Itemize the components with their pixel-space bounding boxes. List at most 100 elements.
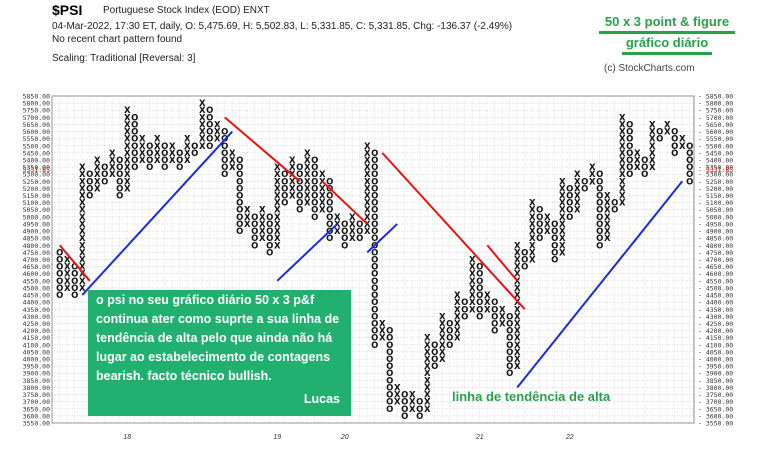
pnf-o-box: O [491, 298, 498, 308]
y-tick-label-left: 4050.00 [23, 348, 50, 356]
pnf-x-box: X [619, 184, 626, 194]
pnf-o-box: O [371, 227, 378, 237]
pnf-x-box: X [199, 99, 206, 109]
pnf-o-box: O [296, 199, 303, 209]
y-tick-label-left: 5500.00 [23, 142, 50, 150]
y-tick-label-right: - 3950.00 [698, 363, 733, 371]
pnf-o-box: O [596, 192, 603, 202]
pnf-x-box: X [604, 192, 611, 202]
pnf-o-box: O [146, 163, 153, 173]
pnf-x-box: X [559, 206, 566, 216]
pnf-x-box: X [529, 248, 536, 258]
pnf-x-box: X [334, 213, 341, 223]
pnf-o-box: O [686, 163, 693, 173]
pnf-x-box: X [79, 248, 86, 258]
support-trendline [276, 223, 338, 282]
y-tick-label-left: 4500.00 [23, 284, 50, 292]
pnf-x-box: X [559, 199, 566, 209]
pnf-x-box: X [454, 298, 461, 308]
pnf-o-box: O [131, 156, 138, 166]
pnf-o-box: O [581, 177, 588, 187]
y-tick-label-right: - 5850.00 [698, 93, 733, 101]
pnf-x-box: X [469, 256, 476, 266]
pnf-o-box: O [86, 192, 93, 202]
y-tick-label-left: 4850.00 [23, 235, 50, 243]
y-tick-label-left: 3750.00 [23, 391, 50, 399]
pnf-x-box: X [469, 270, 476, 280]
pnf-x-box: X [544, 220, 551, 230]
chart-grid [51, 95, 695, 424]
y-tick-label-right: - 3800.00 [698, 384, 733, 392]
y-tick-label-left: 4350.00 [23, 306, 50, 314]
pnf-x-box: X [184, 142, 191, 152]
pnf-o-box: O [281, 199, 288, 209]
pnf-x-box: X [364, 184, 371, 194]
pnf-o-box: O [656, 128, 663, 138]
pnf-o-box: O [116, 170, 123, 180]
pnf-x-box: X [244, 206, 251, 216]
pnf-o-box: O [236, 192, 243, 202]
pnf-o-box: O [356, 220, 363, 230]
pnf-o-box: O [371, 177, 378, 187]
y-tick-label-left: 5050.00 [23, 206, 50, 214]
pnf-x-box: X [649, 149, 656, 159]
pnf-o-box: O [551, 241, 558, 251]
pnf-x-box: X [124, 156, 131, 166]
pnf-x-box: X [514, 263, 521, 273]
pnf-x-box: X [319, 184, 326, 194]
pnf-x-box: X [214, 120, 221, 130]
pnf-x-box: X [634, 149, 641, 159]
pnf-x-box: X [529, 199, 536, 209]
y-tick-label-right: - 5350.00 [698, 164, 733, 172]
pnf-x-box: X [124, 149, 131, 159]
pnf-x-box: X [199, 113, 206, 123]
pnf-x-box: X [304, 184, 311, 194]
pnf-o-box: O [506, 348, 513, 358]
pnf-o-box: O [476, 277, 483, 287]
pnf-x-box: X [619, 149, 626, 159]
pnf-x-box: X [229, 156, 236, 166]
y-tick-label-left: 3700.00 [23, 398, 50, 406]
pnf-x-box: X [379, 334, 386, 344]
pnf-o-box: O [461, 305, 468, 315]
pnf-x-box: X [139, 156, 146, 166]
pnf-o-box: O [296, 163, 303, 173]
pnf-x-box: X [124, 128, 131, 138]
pnf-x-box: X [679, 142, 686, 152]
pnf-x-box: X [79, 170, 86, 180]
pnf-x-box: X [274, 184, 281, 194]
pnf-o-box: O [671, 142, 678, 152]
pnf-o-box: O [266, 227, 273, 237]
pnf-x-box: X [394, 383, 401, 393]
y-tick-label-right: - 4700.00 [698, 256, 733, 264]
pnf-o-box: O [566, 213, 573, 223]
pnf-o-box: O [116, 177, 123, 187]
pnf-o-box: O [386, 398, 393, 408]
pnf-o-box: O [56, 270, 63, 280]
pnf-o-box: O [626, 120, 633, 130]
pnf-x-box: X [439, 341, 446, 351]
pnf-x-box: X [379, 327, 386, 337]
pnf-o-box: O [266, 213, 273, 223]
pnf-x-box: X [409, 398, 416, 408]
pnf-x-box: X [94, 184, 101, 194]
pnf-x-box: X [559, 220, 566, 230]
pnf-x-box: X [559, 227, 566, 237]
pnf-x-box: X [79, 284, 86, 294]
pnf-o-box: O [371, 298, 378, 308]
pnf-o-box: O [131, 142, 138, 152]
pnf-x-box: X [619, 135, 626, 145]
pnf-o-box: O [71, 291, 78, 301]
pnf-x-box: X [79, 177, 86, 187]
pnf-o-box: O [371, 327, 378, 337]
pnf-x-box: X [619, 128, 626, 138]
pnf-x-box: X [109, 163, 116, 173]
pnf-x-box: X [484, 291, 491, 301]
pnf-x-box: X [304, 192, 311, 202]
pnf-x-box: X [364, 220, 371, 230]
y-tick-label-right: - 4150.00 [698, 334, 733, 342]
pnf-o-box: O [326, 199, 333, 209]
pnf-o-box: O [431, 348, 438, 358]
pnf-o-box: O [416, 405, 423, 415]
